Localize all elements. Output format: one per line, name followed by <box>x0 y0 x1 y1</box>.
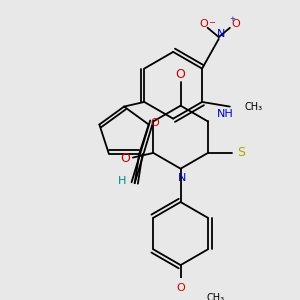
Text: −: − <box>208 18 215 27</box>
Text: H: H <box>118 176 126 186</box>
Text: CH₃: CH₃ <box>206 293 225 300</box>
Text: CH₃: CH₃ <box>245 102 263 112</box>
Text: O: O <box>200 19 208 29</box>
Text: S: S <box>237 146 245 159</box>
Text: O: O <box>176 68 185 81</box>
Text: O: O <box>121 152 130 165</box>
Text: N: N <box>178 173 187 183</box>
Text: O: O <box>231 19 240 29</box>
Text: O: O <box>176 283 185 293</box>
Text: O: O <box>151 118 160 128</box>
Text: NH: NH <box>217 109 234 119</box>
Text: N: N <box>216 29 225 39</box>
Text: +: + <box>229 16 235 22</box>
